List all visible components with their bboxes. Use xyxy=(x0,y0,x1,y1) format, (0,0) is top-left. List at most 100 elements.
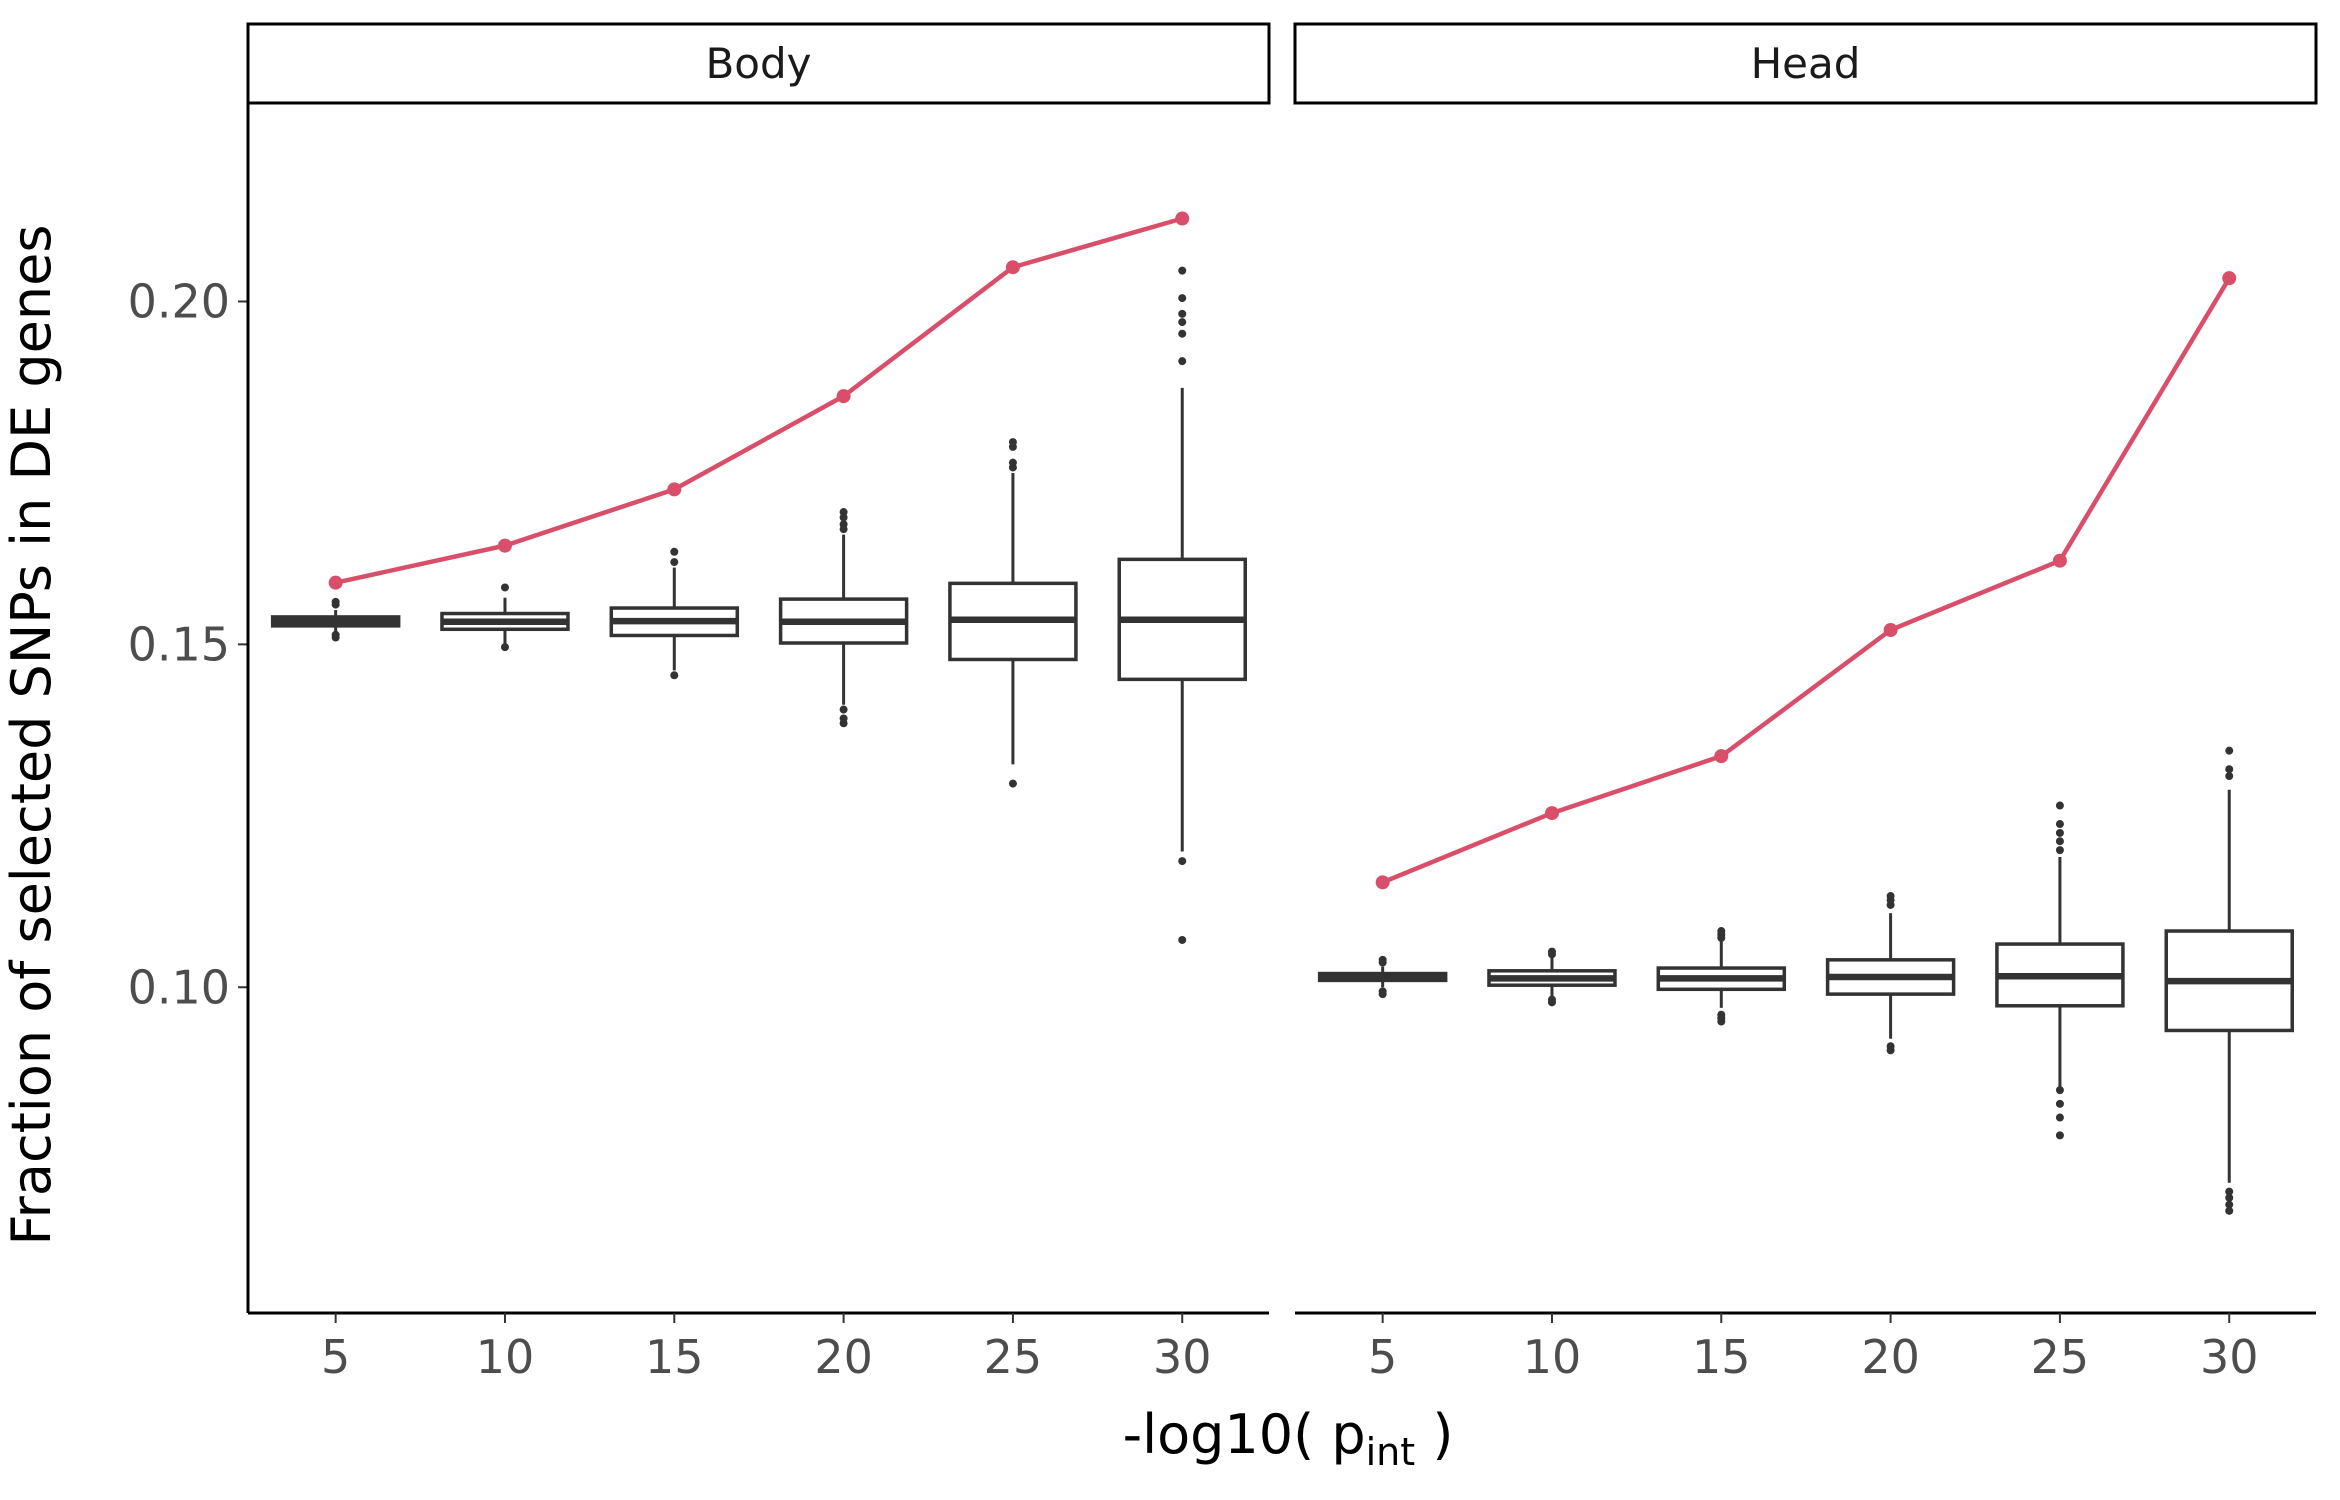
observed-point xyxy=(1544,806,1559,821)
outlier-point xyxy=(2055,801,2064,810)
boxplot-25 xyxy=(1995,801,2125,1140)
outlier-point xyxy=(1178,357,1187,366)
x-tick-label: 20 xyxy=(1861,1330,1920,1384)
outlier-point xyxy=(500,643,509,652)
outlier-point xyxy=(1008,438,1017,447)
outlier-point xyxy=(1717,1010,1726,1019)
x-axis-label-subscript: int xyxy=(1366,1430,1416,1474)
x-tick-label: 10 xyxy=(1523,1330,1582,1384)
outlier-point xyxy=(839,705,848,714)
outlier-point xyxy=(1178,329,1187,338)
outlier-point xyxy=(2225,765,2234,774)
boxplot-5 xyxy=(270,597,401,642)
outlier-point xyxy=(500,583,509,592)
outlier-point xyxy=(839,520,848,529)
outlier-point xyxy=(2225,772,2234,781)
outlier-point xyxy=(670,558,679,567)
panel-head: Head 5 10 15 20 25 30 xyxy=(1293,22,2318,1384)
observed-point xyxy=(836,389,851,404)
outlier-point xyxy=(1178,935,1187,944)
outlier-point xyxy=(839,714,848,723)
x-tick-label: 25 xyxy=(2031,1330,2090,1384)
outlier-point xyxy=(2225,1200,2234,1209)
outlier-point xyxy=(2225,1193,2234,1202)
facet-strip-label: Body xyxy=(705,39,811,88)
y-tick-label: 0.20 xyxy=(128,274,230,328)
outlier-point xyxy=(1886,892,1895,901)
observed-point xyxy=(1005,260,1020,275)
boxplot-25 xyxy=(948,438,1078,788)
observed-point xyxy=(328,575,343,590)
outlier-point xyxy=(670,671,679,680)
boxplot-30 xyxy=(2164,746,2294,1215)
outlier-point xyxy=(1178,857,1187,866)
outlier-point xyxy=(670,547,679,556)
x-tick-label: 15 xyxy=(1692,1330,1751,1384)
outlier-point xyxy=(839,513,848,522)
observed-point xyxy=(2222,271,2237,286)
x-tick-label: 5 xyxy=(321,1330,350,1384)
x-tick-label: 30 xyxy=(1153,1330,1212,1384)
boxplot-10 xyxy=(1487,947,1617,1007)
x-tick-label: 10 xyxy=(476,1330,535,1384)
outlier-point xyxy=(2055,1086,2064,1095)
outlier-point xyxy=(2055,820,2064,829)
x-axis-label-main: -log10( p xyxy=(1123,1403,1366,1466)
outlier-point xyxy=(2055,1099,2064,1108)
y-axis-label: Fraction of selected SNPs in DE genes xyxy=(0,225,63,1246)
outlier-point xyxy=(1547,995,1556,1004)
y-tick-label: 0.15 xyxy=(128,617,230,671)
outlier-point xyxy=(2055,828,2064,837)
facet-strip xyxy=(246,22,1271,105)
outlier-point xyxy=(2225,1187,2234,1196)
outlier-point xyxy=(1717,927,1726,936)
x-axis-label: -log10( pint ) xyxy=(1123,1403,1454,1474)
outlier-point xyxy=(1378,955,1387,964)
outlier-point xyxy=(1547,947,1556,956)
outlier-point xyxy=(2055,837,2064,846)
observed-point xyxy=(1175,211,1190,226)
panel-body: Body 5 10 15 20 25 30 xyxy=(246,22,1271,1384)
x-tick-label: 20 xyxy=(814,1330,873,1384)
outlier-point xyxy=(1008,458,1017,467)
outlier-point xyxy=(2055,1113,2064,1122)
observed-point xyxy=(2052,553,2067,568)
outlier-point xyxy=(1178,266,1187,275)
boxplot-5 xyxy=(1317,955,1448,999)
outlier-point xyxy=(1378,987,1387,996)
panels-layer: 0.10 0.15 0.20 Body 5 10 15 20 25 30 Head 5 10 15 20 25… xyxy=(128,22,2318,1384)
outlier-point xyxy=(331,630,340,639)
outlier-point xyxy=(1178,294,1187,303)
boxplot-20 xyxy=(1825,892,1956,1055)
observed-line xyxy=(335,216,1183,585)
outlier-point xyxy=(2225,746,2234,755)
observed-line xyxy=(1381,277,2232,885)
boxplot-15 xyxy=(609,547,740,680)
y-tick-label: 0.10 xyxy=(128,960,230,1014)
outlier-point xyxy=(2055,846,2064,855)
outlier-point xyxy=(2055,1131,2064,1140)
facet-strip-label: Head xyxy=(1751,39,1861,88)
observed-point xyxy=(1714,749,1729,764)
observed-point xyxy=(497,538,512,553)
observed-point xyxy=(667,482,682,497)
facet-strip xyxy=(1293,22,2318,105)
x-tick-label: 5 xyxy=(1368,1330,1397,1384)
x-tick-label: 25 xyxy=(984,1330,1043,1384)
x-tick-label: 15 xyxy=(645,1330,704,1384)
x-axis-label-end: ) xyxy=(1415,1403,1453,1466)
observed-point xyxy=(1375,875,1390,890)
boxplot-10 xyxy=(440,583,570,652)
outlier-point xyxy=(331,597,340,606)
boxplot-30 xyxy=(1117,266,1247,944)
outlier-point xyxy=(1178,309,1187,318)
outlier-point xyxy=(1008,779,1017,788)
outlier-point xyxy=(2225,1206,2234,1215)
x-tick-label: 30 xyxy=(2200,1330,2259,1384)
outlier-point xyxy=(1886,1042,1895,1051)
boxplot-20 xyxy=(778,508,909,728)
outlier-point xyxy=(1178,318,1187,327)
observed-point xyxy=(1883,622,1898,637)
boxplot-15 xyxy=(1656,927,1787,1026)
